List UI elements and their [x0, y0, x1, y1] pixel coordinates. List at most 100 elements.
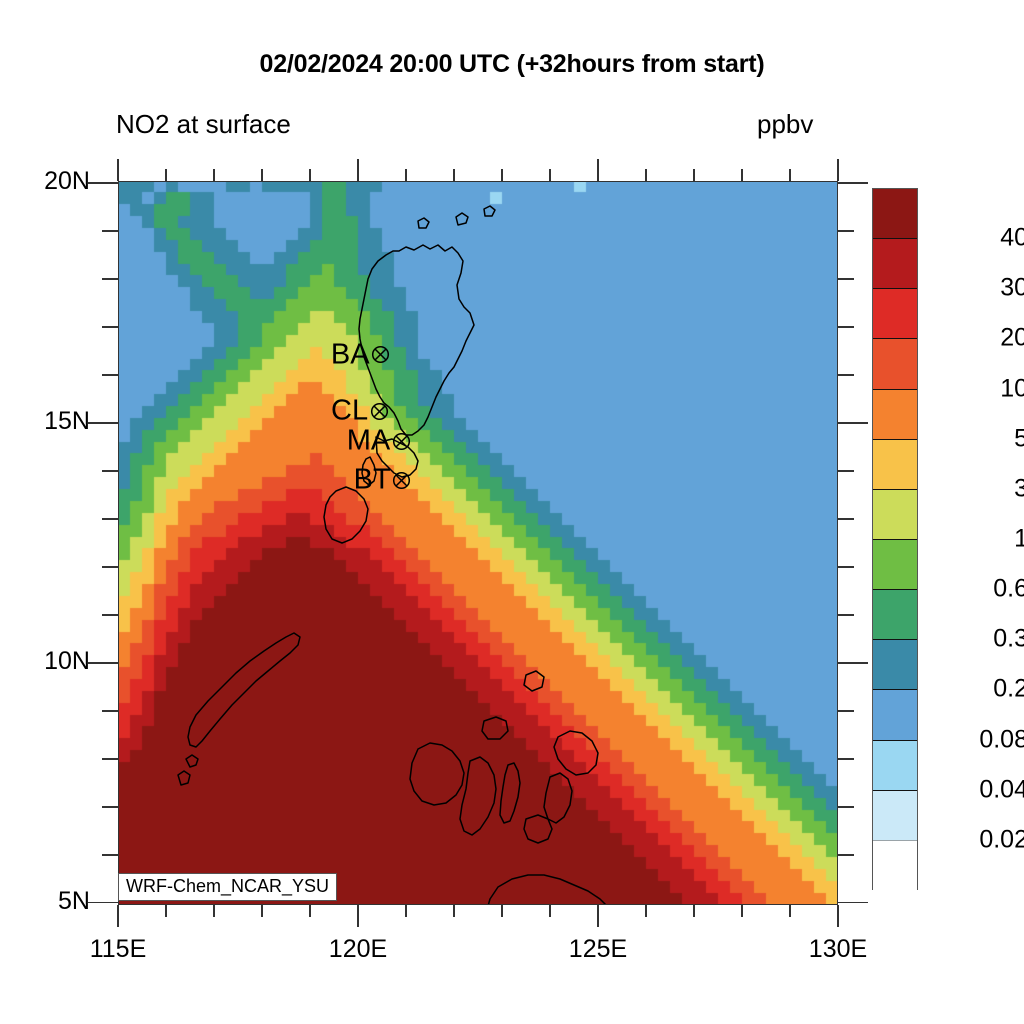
x-tick-top: [837, 159, 839, 181]
colorbar-tick-label: 5: [1014, 424, 1024, 453]
y-tick-right: [838, 709, 854, 712]
colorbar-band-6: [873, 489, 917, 540]
circle-x-marker: [371, 345, 390, 364]
colorbar-band-13: [873, 840, 917, 891]
colorbar-tick-label: 1: [1014, 524, 1024, 553]
y-tick-right: [838, 757, 854, 760]
x-tick: [501, 905, 503, 917]
colorbar-band-7: [873, 539, 917, 591]
colorbar-band-9: [873, 640, 917, 691]
coastline-overlay: [177, 205, 608, 905]
colorbar-tick-label: 0.08: [979, 725, 1024, 754]
x-tick: [789, 905, 791, 917]
y-tick-right: [838, 182, 868, 185]
city-label-ba: BA: [330, 338, 370, 371]
y-tick-right: [838, 661, 868, 664]
colorbar-tick-label: 0.6: [993, 574, 1024, 603]
x-tick: [837, 905, 839, 927]
x-tick: [165, 905, 167, 917]
x-tick-top: [789, 169, 791, 181]
x-axis-label: 130E: [808, 935, 868, 963]
y-tick-right: [838, 853, 854, 856]
x-tick-top: [693, 169, 695, 181]
x-tick: [645, 905, 647, 917]
colorbar-band-12: [873, 790, 917, 841]
y-tick-right: [838, 901, 868, 904]
colorbar-band-1: [873, 239, 917, 290]
circle-x-marker: [392, 471, 411, 490]
city-label-bt: BT: [353, 463, 391, 496]
y-tick-right: [838, 230, 854, 233]
x-tick-top: [213, 169, 215, 181]
x-tick-top: [405, 169, 407, 181]
x-tick: [309, 905, 311, 917]
colorbar-band-4: [873, 389, 917, 440]
y-tick-right: [838, 374, 854, 377]
colorbar-band-3: [873, 339, 917, 390]
x-tick: [405, 905, 407, 917]
y-tick-right: [838, 470, 854, 472]
x-tick: [117, 905, 119, 927]
x-tick: [597, 905, 599, 927]
circle-x-marker: [370, 402, 389, 421]
y-tick: [102, 757, 118, 760]
colorbar-band-2: [873, 289, 917, 340]
y-tick: [88, 182, 118, 185]
city-label-cl: CL: [331, 394, 369, 427]
x-tick-top: [165, 169, 167, 181]
y-tick: [88, 661, 118, 664]
x-tick-top: [453, 169, 455, 181]
x-tick: [693, 905, 695, 917]
colorbar[interactable]: [872, 188, 918, 891]
y-tick: [102, 230, 118, 233]
y-tick: [102, 614, 118, 616]
y-axis-label: 10N: [44, 646, 90, 675]
y-tick-right: [838, 326, 854, 329]
model-watermark: WRF-Chem_NCAR_YSU: [118, 873, 338, 901]
y-tick: [102, 566, 118, 568]
y-tick: [102, 853, 118, 856]
map-plot-area[interactable]: [118, 181, 838, 905]
y-tick-right: [838, 278, 854, 281]
x-tick-top: [501, 169, 503, 181]
y-tick-right: [838, 614, 854, 616]
y-tick: [102, 278, 118, 281]
x-tick-top: [357, 159, 359, 181]
no2-concentration-raster: [118, 181, 838, 905]
colorbar-tick-label: 40: [1000, 223, 1024, 252]
x-tick: [549, 905, 551, 917]
circle-x-marker: [392, 432, 411, 451]
colorbar-tick-label: 0.04: [979, 775, 1024, 804]
y-tick: [88, 901, 118, 904]
colorbar-band-0: [873, 189, 917, 240]
y-tick: [102, 709, 118, 712]
x-tick: [741, 905, 743, 917]
x-tick-top: [117, 159, 119, 181]
colorbar-tick-label: 0.2: [993, 674, 1024, 703]
y-tick: [102, 374, 118, 377]
page-title: 02/02/2024 20:00 UTC (+32hours from star…: [259, 50, 765, 78]
colorbar-band-5: [873, 439, 917, 490]
plot-subtitle: NO2 at surface: [116, 109, 291, 139]
x-tick-top: [549, 169, 551, 181]
x-tick: [261, 905, 263, 917]
colorbar-tick-label: 20: [1000, 323, 1024, 352]
y-axis-label: 20N: [44, 167, 90, 196]
x-tick: [453, 905, 455, 917]
x-tick: [213, 905, 215, 917]
colorbar-band-11: [873, 740, 917, 791]
colorbar-tick-label: 30: [1000, 273, 1024, 302]
y-tick-right: [838, 566, 854, 568]
colorbar-band-10: [873, 690, 917, 741]
y-tick: [102, 470, 118, 472]
units-label: ppbv: [757, 109, 814, 139]
colorbar-band-8: [873, 590, 917, 641]
y-tick-right: [838, 805, 854, 808]
x-tick-top: [741, 169, 743, 181]
x-tick-top: [645, 169, 647, 181]
x-tick: [357, 905, 359, 927]
y-axis-label: 15N: [44, 407, 90, 436]
y-tick: [102, 326, 118, 329]
y-tick: [102, 518, 118, 520]
y-tick: [88, 422, 118, 425]
